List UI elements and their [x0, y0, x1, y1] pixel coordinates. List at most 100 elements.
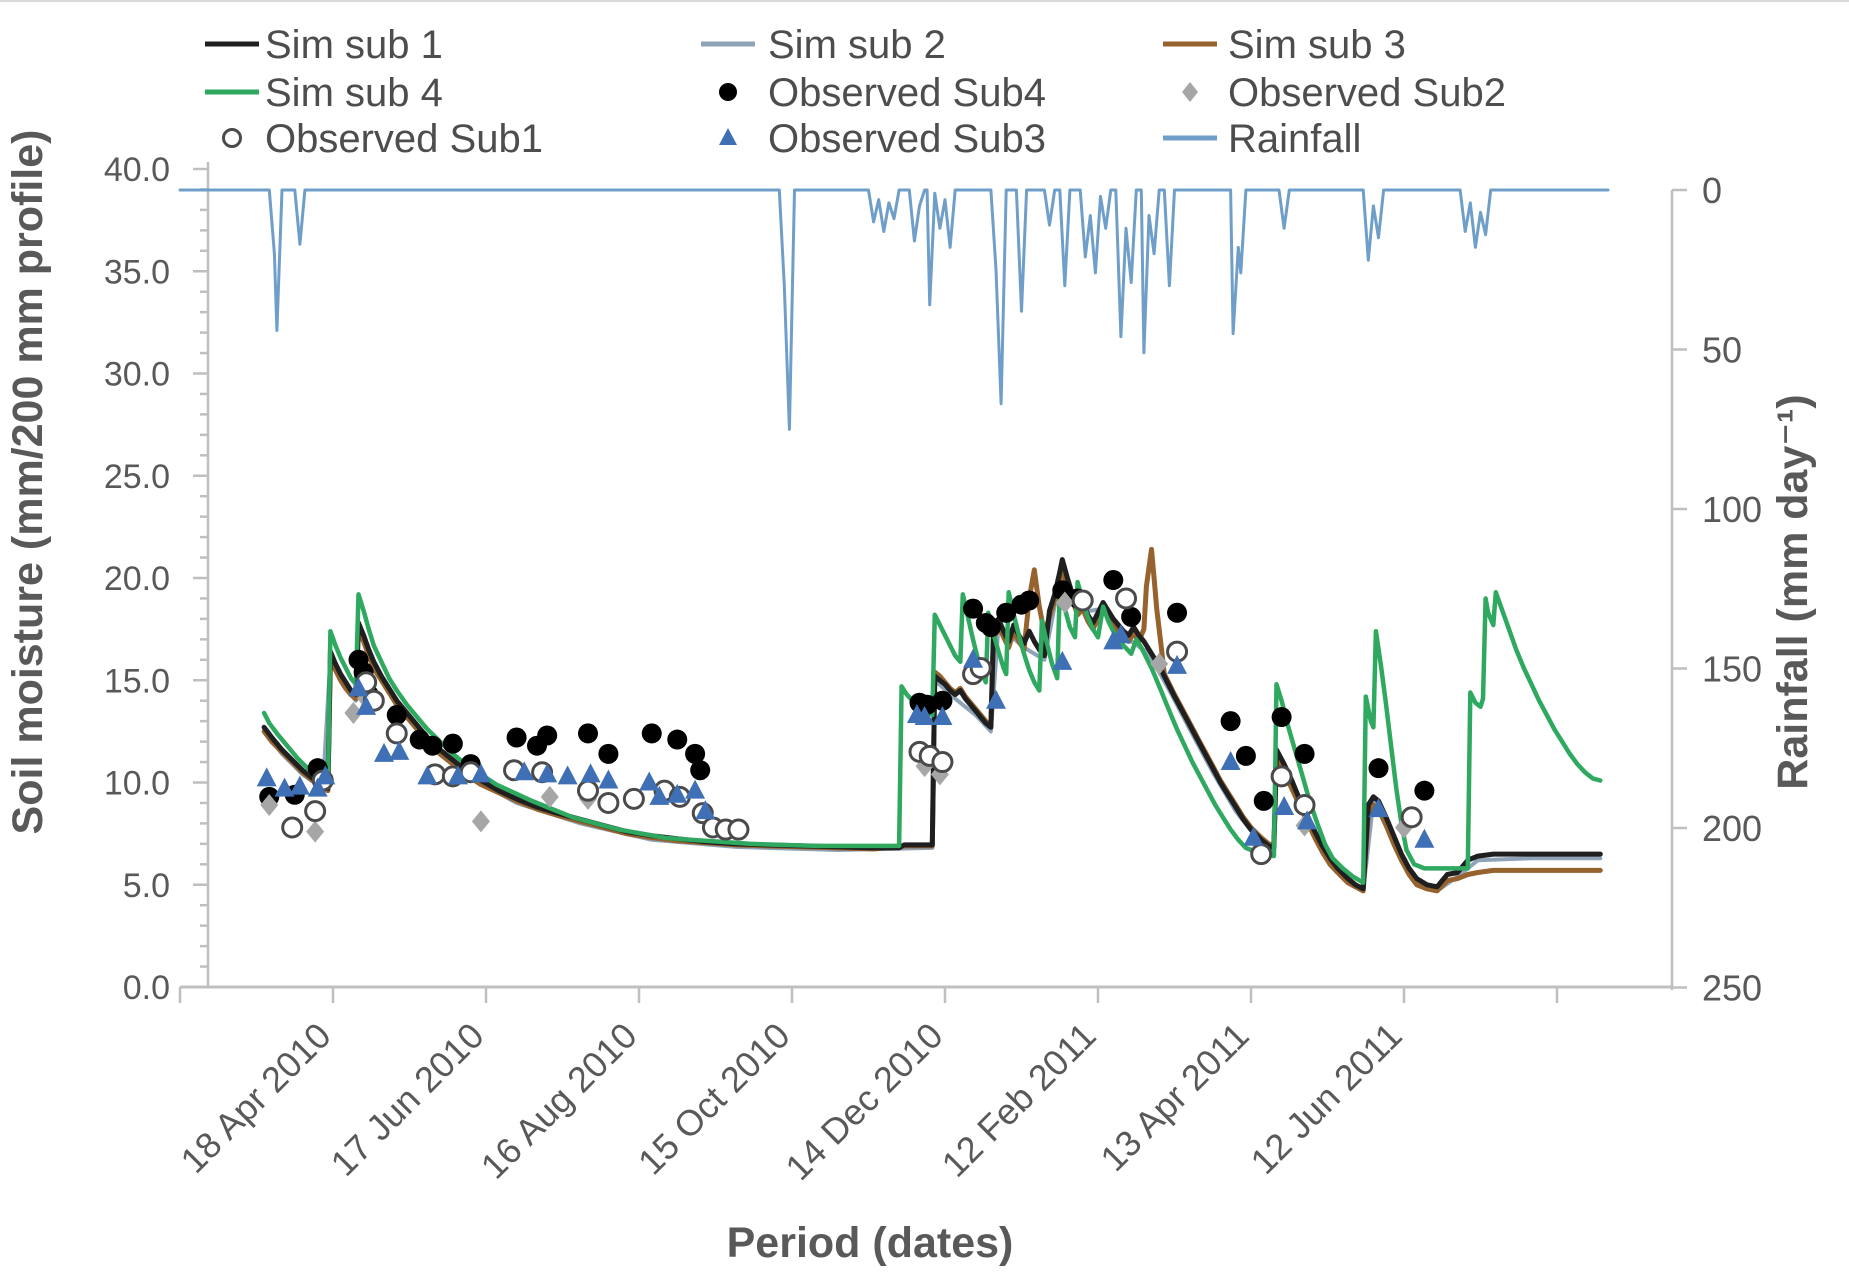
observed-point — [622, 787, 645, 810]
observed-point — [506, 727, 527, 748]
series-observed-sub1 — [281, 587, 1423, 866]
y-left-tick-label: 30.0 — [104, 356, 170, 394]
observed-point — [1235, 745, 1256, 766]
observed-point — [667, 729, 688, 750]
observed-point — [537, 763, 558, 783]
observed-point — [577, 779, 599, 802]
legend-label: Observed Sub1 — [265, 117, 543, 161]
y-left-tick-label: 15.0 — [104, 662, 170, 700]
y-right-tick-label: 250 — [1702, 968, 1762, 1009]
observed-point — [1293, 793, 1316, 816]
y-right-tick-label: 50 — [1702, 330, 1742, 371]
y-left-tick-label: 25.0 — [104, 458, 170, 496]
observed-point — [1220, 711, 1241, 732]
observed-point — [514, 761, 535, 781]
legend-label: Observed Sub3 — [768, 117, 1046, 161]
x-tick-label: 12 Jun 2011 — [1242, 1015, 1409, 1182]
observed-point — [274, 777, 295, 797]
legend-item-observed-sub4: Observed Sub4 — [719, 71, 1046, 115]
observed-point — [1274, 796, 1295, 816]
observed-point — [932, 706, 953, 726]
legend-label: Observed Sub4 — [768, 71, 1046, 115]
legend-label: Observed Sub2 — [1228, 71, 1506, 115]
x-axis-title: Period (dates) — [727, 1219, 1014, 1267]
observed-point — [1110, 624, 1131, 644]
observed-point — [1243, 826, 1264, 846]
observed-point — [471, 810, 490, 833]
observed-point — [980, 617, 1001, 638]
legend-item-rainfall: Rainfall — [1163, 117, 1361, 161]
legend-item-observed-sub2: Observed Sub2 — [1182, 71, 1506, 115]
observed-point — [386, 705, 407, 726]
y-right-tick-label: 200 — [1702, 808, 1762, 849]
observed-point — [685, 779, 706, 799]
y-right-axis-title: Rainfall (mm day⁻¹) — [1769, 394, 1817, 789]
observed-point — [537, 725, 558, 746]
y-left-axis-title: Soil moisture (mm/200 mm profile) — [4, 130, 52, 835]
legend-label: Sim sub 3 — [1228, 23, 1406, 67]
observed-point — [641, 723, 662, 744]
legend-label: Sim sub 4 — [265, 71, 443, 115]
legend-item-observed-sub1: Observed Sub1 — [222, 117, 543, 161]
observed-point — [540, 785, 559, 808]
observed-point — [932, 690, 953, 711]
series-observed-sub2 — [260, 591, 1413, 843]
legend-item-sim-sub-2: Sim sub 2 — [701, 23, 946, 67]
y-left-tick-label: 40.0 — [104, 151, 170, 189]
observed-point — [1294, 743, 1315, 764]
x-tick-label: 17 Jun 2010 — [323, 1015, 492, 1184]
observed-point — [1220, 751, 1241, 771]
observed-point — [996, 602, 1017, 623]
observed-point — [639, 771, 660, 791]
legend-label: Sim sub 1 — [265, 23, 443, 67]
x-tick-label: 14 Dec 2010 — [777, 1015, 950, 1188]
observed-point — [304, 800, 327, 823]
x-tick-label: 15 Oct 2010 — [630, 1015, 798, 1183]
observed-point — [685, 743, 706, 764]
observed-point — [598, 769, 619, 789]
observed-point — [963, 648, 984, 668]
y-left-tick-label: 20.0 — [104, 560, 170, 598]
observed-point — [385, 722, 408, 745]
observed-point — [281, 816, 304, 839]
observed-point — [667, 783, 688, 803]
observed-point — [598, 743, 619, 764]
observed-point — [1368, 798, 1389, 818]
observed-point — [374, 742, 394, 762]
observed-point — [306, 820, 325, 843]
x-tick-label: 18 Apr 2010 — [172, 1015, 338, 1181]
observed-point — [442, 733, 463, 754]
y-right-tick-label: 0 — [1702, 170, 1722, 211]
observed-point — [289, 775, 310, 795]
observed-point — [917, 694, 938, 715]
observed-point — [315, 765, 336, 785]
observed-point — [389, 740, 410, 760]
observed-point — [1253, 790, 1274, 811]
observed-point — [1071, 589, 1094, 612]
observed-point — [1019, 590, 1040, 611]
legend-item-observed-sub3: Observed Sub3 — [719, 117, 1046, 161]
observed-point — [1055, 591, 1074, 614]
observed-point — [348, 677, 369, 697]
observed-point — [260, 793, 279, 816]
observed-point — [597, 791, 620, 814]
observed-point — [1414, 828, 1435, 848]
x-tick-label: 13 Apr 2011 — [1092, 1015, 1256, 1179]
plot-series — [178, 188, 1610, 894]
observed-point — [1414, 780, 1435, 801]
observed-point — [986, 689, 1006, 709]
observed-point — [1115, 587, 1138, 610]
observed-point — [963, 598, 984, 619]
y-right-tick-label: 100 — [1702, 489, 1762, 530]
observed-point — [719, 128, 737, 145]
observed-point — [1250, 843, 1273, 866]
x-tick-label: 12 Feb 2011 — [934, 1015, 1104, 1185]
y-left-tick-label: 0.0 — [123, 969, 170, 1007]
observed-point — [417, 765, 438, 785]
observed-point — [1297, 810, 1318, 830]
x-tick-label: 16 Aug 2010 — [473, 1015, 645, 1187]
y-right-tick-label: 150 — [1702, 649, 1762, 690]
